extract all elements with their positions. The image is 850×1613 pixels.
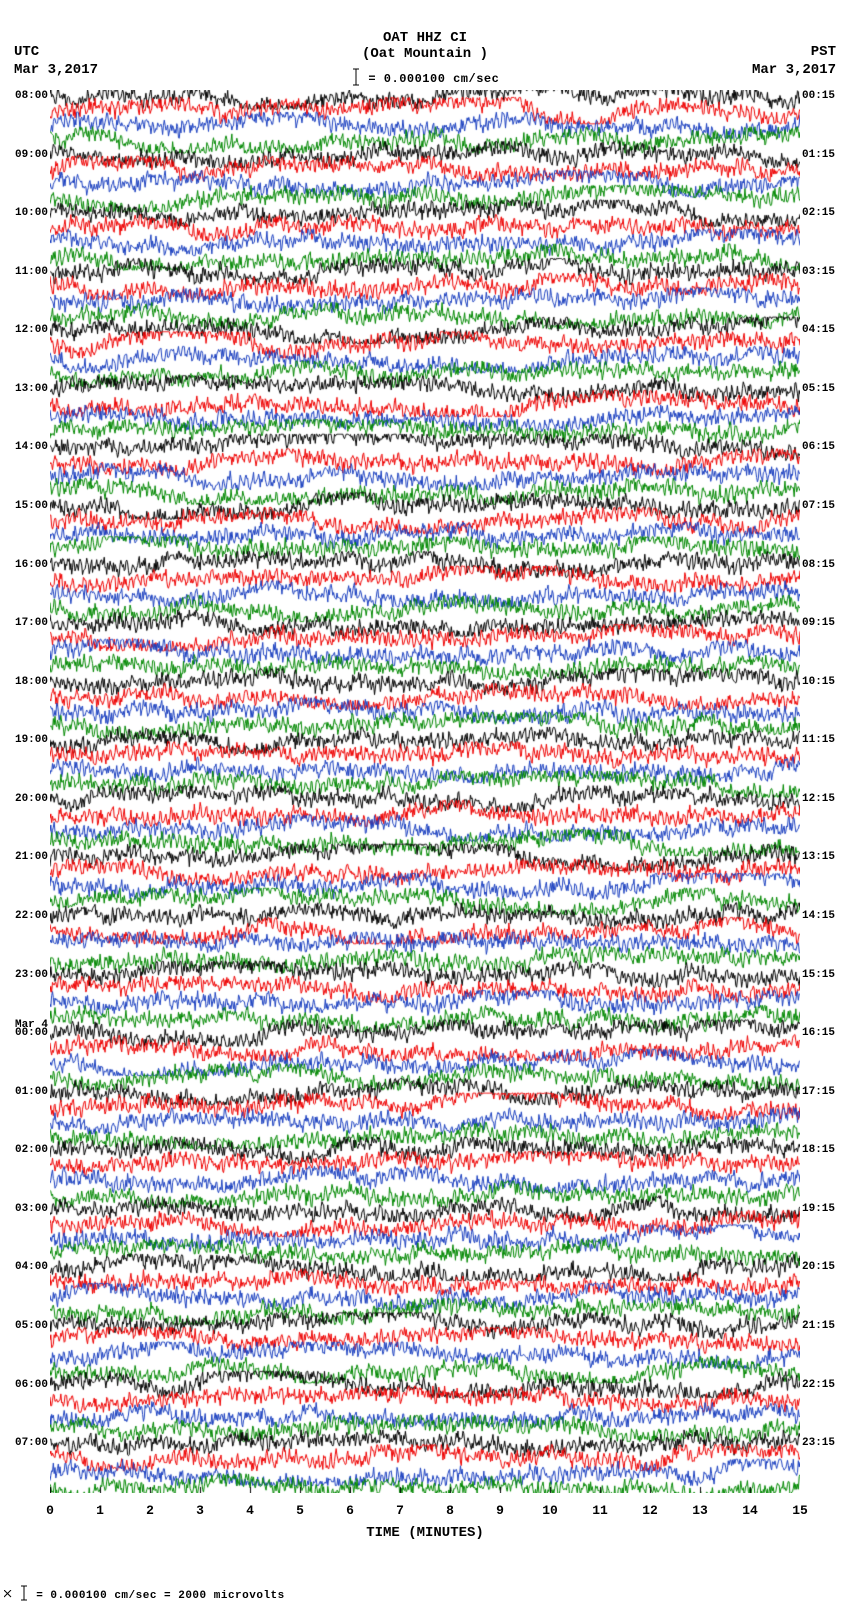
tz-right-date: Mar 3,2017 [752,62,836,78]
scale-note-text: = 0.000100 cm/sec [361,72,500,86]
ylabel: 05:00 [0,1320,48,1332]
tz-right-label: PST [752,44,836,60]
ylabel: 23:15 [802,1437,850,1449]
footer-scale-text: = 0.000100 cm/sec = 2000 microvolts [29,1590,285,1602]
ylabel: 09:15 [802,617,850,629]
xtick: 12 [642,1503,658,1518]
xtick: 1 [96,1503,104,1518]
ylabel: 12:15 [802,793,850,805]
header: OAT HHZ CI (Oat Mountain ) = 0.000100 cm… [0,30,850,90]
xtick: 0 [46,1503,54,1518]
helicorder-page: OAT HHZ CI (Oat Mountain ) = 0.000100 cm… [0,0,850,1613]
xtick: 2 [146,1503,154,1518]
yaxis-left-labels: 08:00 09:00 10:00 11:00 12:00 13:00 14:00 15:00… [0,90,48,1493]
ylabel: 08:00 [0,90,48,102]
xtick: 8 [446,1503,454,1518]
helicorder-canvas [50,90,800,1493]
scale-bar-icon [19,1585,29,1605]
ylabel: 10:15 [802,676,850,688]
ylabel: 04:00 [0,1261,48,1273]
ylabel: 15:00 [0,500,48,512]
ylabel: 09:00 [0,149,48,161]
ylabel: 17:00 [0,617,48,629]
ylabel: 16:00 [0,559,48,571]
ylabel: 07:00 [0,1437,48,1449]
ylabel: 14:00 [0,441,48,453]
xtick: 13 [692,1503,708,1518]
ylabel: 06:15 [802,441,850,453]
xtick: 15 [792,1503,808,1518]
tz-left-label: UTC [14,44,98,60]
scale-bar-icon [351,68,361,90]
ylabel: 01:15 [802,149,850,161]
xaxis-title: TIME (MINUTES) [50,1525,800,1541]
xtick: 11 [592,1503,608,1518]
helicorder-plot [50,90,800,1493]
timezone-left: UTC Mar 3,2017 [14,44,98,78]
xtick: 6 [346,1503,354,1518]
xtick: 4 [246,1503,254,1518]
ylabel: 13:15 [802,851,850,863]
ylabel: 13:00 [0,383,48,395]
ylabel: 16:15 [802,1027,850,1039]
station-code: OAT HHZ CI [0,30,850,46]
ylabel: 02:00 [0,1144,48,1156]
ylabel: 05:15 [802,383,850,395]
ylabel: 15:15 [802,969,850,981]
ylabel: 22:00 [0,910,48,922]
xtick: 14 [742,1503,758,1518]
ylabel: 17:15 [802,1086,850,1098]
ylabel: 18:15 [802,1144,850,1156]
ylabel: 20:15 [802,1261,850,1273]
ylabel: 00:00 [0,1027,48,1039]
ylabel: 10:00 [0,207,48,219]
xtick: 5 [296,1503,304,1518]
ylabel: 19:00 [0,734,48,746]
ylabel: 11:15 [802,734,850,746]
ylabel: 00:15 [802,90,850,102]
ylabel: 06:00 [0,1379,48,1391]
ylabel: 22:15 [802,1379,850,1391]
ylabel: 12:00 [0,324,48,336]
ylabel: 14:15 [802,910,850,922]
tz-left-date: Mar 3,2017 [14,62,98,78]
ylabel: 19:15 [802,1203,850,1215]
xaxis: TIME (MINUTES) 0123456789101112131415 [50,1503,800,1553]
xtick: 10 [542,1503,558,1518]
timezone-right: PST Mar 3,2017 [752,44,836,78]
ylabel: 02:15 [802,207,850,219]
ylabel: 03:00 [0,1203,48,1215]
ylabel: 11:00 [0,266,48,278]
ylabel: 04:15 [802,324,850,336]
ylabel: 08:15 [802,559,850,571]
ylabel: 07:15 [802,500,850,512]
ylabel: 21:15 [802,1320,850,1332]
xtick: 7 [396,1503,404,1518]
station-name: (Oat Mountain ) [0,46,850,62]
xtick: 9 [496,1503,504,1518]
ylabel: 20:00 [0,793,48,805]
ylabel: 18:00 [0,676,48,688]
ylabel: 03:15 [802,266,850,278]
ylabel: 21:00 [0,851,48,863]
ylabel: 01:00 [0,1086,48,1098]
footer-scale: = 0.000100 cm/sec = 2000 microvolts [4,1585,285,1605]
yaxis-right-labels: 00:15 01:15 02:15 03:15 04:15 05:15 06:15 07:15… [802,90,850,1493]
scale-note: = 0.000100 cm/sec [0,68,850,90]
ylabel: 23:00 [0,969,48,981]
xtick: 3 [196,1503,204,1518]
